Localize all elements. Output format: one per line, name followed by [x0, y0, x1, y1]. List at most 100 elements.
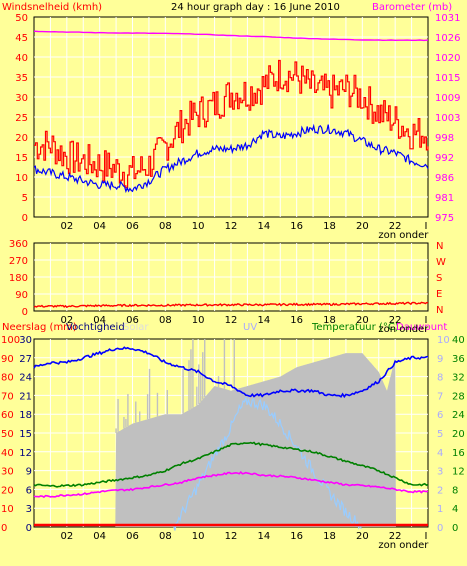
- humidity-tick-label: 12: [19, 448, 32, 459]
- rain-tick-label: 50: [1, 429, 14, 440]
- barometer-tick-label: 986: [435, 173, 454, 184]
- wind-direction-line: [33, 301, 429, 309]
- wind-speed-tick-label: 0: [22, 213, 28, 224]
- x-tick-label: 22: [389, 531, 402, 542]
- barometer-tick-label: 1015: [435, 73, 460, 84]
- wind-direction-tick-label: 360: [9, 239, 28, 250]
- sunset-marker-label: zon onder: [378, 324, 429, 335]
- wind-speed-tick-label: 50: [15, 13, 28, 24]
- compass-label: N: [436, 305, 443, 316]
- wind-speed-tick-label: 15: [15, 153, 28, 164]
- humidity-tick-label: 15: [19, 429, 32, 440]
- temperature-tick-label: 12: [452, 467, 465, 478]
- x-tick-label: 18: [323, 221, 336, 232]
- compass-label: N: [436, 241, 443, 252]
- x-tick-label: 12: [225, 531, 238, 542]
- compass-label: W: [436, 257, 446, 268]
- wind-speed-tick-label: 40: [15, 53, 28, 64]
- x-tick-label: 06: [126, 531, 139, 542]
- uv-tick-label: 1: [437, 504, 443, 515]
- barometer-tick-label: 998: [435, 133, 454, 144]
- x-tick-label: 04: [93, 221, 106, 232]
- wind-speed-axis-title: Windsnelheid (kmh): [2, 2, 102, 13]
- humidity-tick-label: 30: [19, 335, 32, 346]
- x-tick-label: 08: [159, 531, 172, 542]
- temperature-tick-label: 4: [452, 504, 458, 515]
- x-tick-label: 22: [389, 315, 402, 326]
- compass-label: S: [436, 273, 442, 284]
- x-tick-label: 06: [126, 315, 139, 326]
- wind-direction-tick-label: 270: [9, 256, 28, 267]
- rain-tick-label: 80: [1, 373, 14, 384]
- x-tick-label: 14: [257, 531, 270, 542]
- temperature-tick-label: 8: [452, 485, 458, 496]
- rain-tick-label: 0: [1, 523, 7, 534]
- uv-tick-label: 2: [437, 485, 443, 496]
- barometer-tick-label: 1026: [435, 33, 460, 44]
- humidity-tick-label: 0: [26, 523, 32, 534]
- uv-tick-label: 3: [437, 467, 443, 478]
- x-tick-label: I: [425, 221, 428, 232]
- x-tick-label: 14: [257, 315, 270, 326]
- temperature-line: [33, 441, 429, 488]
- wind-direction-tick-label: 0: [22, 307, 28, 318]
- compass-label: E: [436, 289, 442, 300]
- temperature-axis-title: Temperatuur (°C): [311, 322, 399, 333]
- x-tick-label: 10: [192, 531, 205, 542]
- uv-tick-label: 5: [437, 429, 443, 440]
- rain-tick-label: 90: [1, 354, 14, 365]
- humidity-tick-label: 21: [19, 391, 32, 402]
- x-tick-label: 04: [93, 531, 106, 542]
- sunset-marker-label: zon onder: [378, 230, 429, 241]
- rain-tick-label: 40: [1, 448, 14, 459]
- barometer-line: [33, 30, 429, 42]
- humidity-tick-label: 27: [19, 354, 32, 365]
- wind-direction-tick-label: 90: [15, 290, 28, 301]
- wind-direction-grid: [34, 243, 428, 311]
- x-tick-label: 08: [159, 315, 172, 326]
- humidity-tick-label: 24: [19, 373, 32, 384]
- dewpoint-title: Dauwpunt: [396, 322, 447, 333]
- temperature-tick-label: 24: [452, 410, 465, 421]
- wind-speed-tick-label: 45: [15, 33, 28, 44]
- temperature-tick-label: 20: [452, 429, 465, 440]
- uv-tick-label: 7: [437, 391, 443, 402]
- wind-speed-tick-label: 5: [22, 193, 28, 204]
- climate-series: [33, 339, 429, 531]
- x-tick-label: 10: [192, 315, 205, 326]
- humidity-line: [33, 346, 429, 399]
- dewpoint-line: [33, 470, 429, 499]
- wind-speed-tick-label: 10: [15, 173, 28, 184]
- humidity-axis-title: Vochtigheid: [66, 322, 125, 333]
- x-tick-label: 20: [356, 315, 369, 326]
- x-tick-label: 12: [225, 221, 238, 232]
- humidity-tick-label: 18: [19, 410, 32, 421]
- wind-direction-tick-label: 180: [9, 273, 28, 284]
- wind-speed-tick-label: 25: [15, 113, 28, 124]
- temperature-tick-label: 40: [452, 335, 465, 346]
- rain-tick-label: 70: [1, 391, 14, 402]
- rain-axis-title: Neerslag (mm): [2, 322, 77, 333]
- wind-speed-tick-label: 20: [15, 133, 28, 144]
- temperature-tick-label: 36: [452, 354, 465, 365]
- barometer-tick-label: 1003: [435, 113, 460, 124]
- graph-title: 24 hour graph day : 16 June 2010: [171, 2, 340, 13]
- uv-tick-label: 8: [437, 373, 443, 384]
- humidity-tick-label: 6: [26, 485, 32, 496]
- x-tick-label: 10: [192, 221, 205, 232]
- barometer-tick-label: 1020: [435, 53, 460, 64]
- x-tick-label: 16: [290, 221, 303, 232]
- wind-direction-series: [33, 301, 429, 309]
- humidity-tick-label: 3: [26, 504, 32, 515]
- x-tick-label: I: [425, 315, 428, 326]
- rain-tick-label: 20: [1, 485, 14, 496]
- x-tick-label: 04: [93, 315, 106, 326]
- wind-gust-line: [34, 59, 429, 189]
- x-tick-label: 16: [290, 315, 303, 326]
- temperature-tick-label: 16: [452, 448, 465, 459]
- x-tick-label: 18: [323, 315, 336, 326]
- x-tick-label: 16: [290, 531, 303, 542]
